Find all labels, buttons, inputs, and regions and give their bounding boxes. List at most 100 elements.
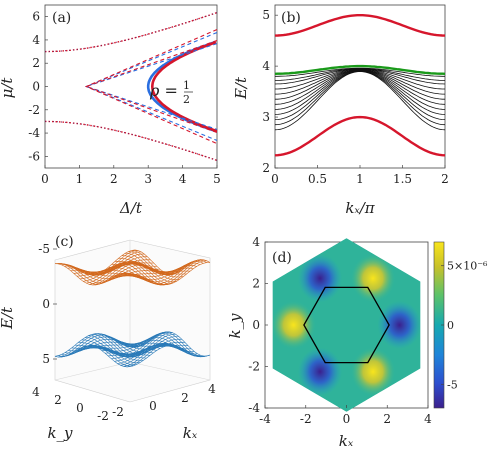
- panel-b-ylabel: E/t: [232, 76, 250, 100]
- d-extremum-0: [377, 301, 421, 349]
- a-dotted-curve-1: [45, 120, 217, 162]
- c-mesh-line: [134, 249, 211, 275]
- a-xtick-label: 5: [213, 172, 221, 186]
- b-bulk-band-6: [275, 69, 445, 100]
- cbar-tick-label: -5: [447, 378, 458, 391]
- a-ytick-label: 6: [32, 10, 40, 24]
- c-kx-tick-label: 4: [208, 382, 216, 396]
- panel-a-xlabel: Δ/t: [119, 199, 143, 217]
- a-xtick-label: 4: [179, 172, 187, 186]
- panel-b-frame: [274, 4, 446, 169]
- cbar-tick-label: 0: [447, 319, 454, 332]
- a-dashed-curve-0: [84, 43, 217, 130]
- c-ztick-label: 0: [42, 297, 50, 311]
- panel-d-xlabel: kₓ: [339, 432, 354, 450]
- c-surface-1: [54, 331, 211, 368]
- c-mesh-line: [120, 342, 201, 366]
- panel-c-floor-edge: [54, 361, 131, 381]
- panel-b-label: (b): [281, 10, 301, 26]
- c-ky-tick-label: 0: [76, 401, 84, 415]
- b-ytick-label: 3: [262, 110, 270, 124]
- c-mesh-line: [129, 345, 211, 367]
- d-extremum-3: [298, 254, 343, 303]
- a-xtick-label: 1: [76, 172, 84, 186]
- panel-d-label: (d): [272, 250, 292, 266]
- a-ytick-label: -2: [28, 103, 40, 117]
- b-ytick-label: 2: [262, 161, 270, 175]
- a-xtick-label: 3: [144, 172, 152, 186]
- c-ztick-label: -5: [38, 242, 50, 256]
- c-kx-tick-label: 2: [181, 391, 189, 405]
- panel-a-ylabel: μ/t: [0, 77, 16, 99]
- c-kx-tick-label: 0: [149, 399, 157, 413]
- b-ytick-label: 4: [262, 59, 270, 73]
- d-xtick-label: 4: [424, 412, 432, 426]
- a-ytick-label: 2: [32, 56, 40, 70]
- a-xtick-label: 0: [41, 172, 49, 186]
- panel-d: -4 -2 0 2 4 -4 -2 0 2 4 (d) kₓ k_y 5×10⁻⁶ 0 -5: [226, 235, 488, 450]
- d-ytick-label: -4: [248, 401, 260, 415]
- c-mesh-line: [120, 259, 201, 284]
- a-ytick-label: 4: [32, 33, 40, 47]
- d-ytick-label: 4: [252, 235, 260, 249]
- b-xtick-label: 2: [441, 172, 449, 186]
- a-ytick-label: -4: [28, 126, 40, 140]
- a-dashed-curve-3: [84, 28, 217, 145]
- c-mesh-line: [134, 331, 211, 357]
- d-xtick-label: 2: [383, 412, 391, 426]
- d-xtick-label: 0: [343, 412, 351, 426]
- d-extremum-1: [272, 301, 316, 349]
- b-ytick-label: 5: [262, 8, 270, 22]
- c-kx-tick-label: -2: [112, 405, 124, 419]
- c-ky-tick-label: -2: [97, 409, 109, 423]
- d-brillouin-zone: [303, 286, 390, 364]
- panel-c-xlabel: kₓ: [183, 424, 198, 442]
- d-extremum-5: [298, 347, 343, 396]
- panel-c-zlabel: E/t: [0, 306, 16, 330]
- d-ytick-label: -2: [248, 360, 260, 374]
- b-xtick-label: 1: [356, 172, 364, 186]
- c-ky-tick-label: 2: [54, 393, 62, 407]
- b-green-band: [275, 64, 445, 75]
- c-mesh-line: [123, 343, 204, 367]
- d-extremum-2: [350, 254, 395, 303]
- panel-b: 0 0.5 1 1.5 2 2 3 4 5 (b) kₓ/π E/t: [232, 4, 449, 217]
- a-ytick-label: 0: [32, 80, 40, 94]
- panel-c-label: (c): [55, 234, 74, 250]
- c-ky-tick-label: 4: [32, 385, 40, 399]
- c-surface-0: [54, 249, 211, 286]
- c-mesh-line: [126, 343, 207, 368]
- d-ytick-label: 0: [252, 318, 260, 332]
- b-bulk-band-3: [275, 70, 445, 115]
- d-heatmap: [272, 238, 421, 412]
- d-xtick-label: -4: [259, 412, 271, 426]
- panel-a-label: (a): [52, 10, 71, 26]
- c-mesh-line: [131, 250, 207, 276]
- d-extremum-4: [350, 347, 395, 396]
- c-mesh-line: [129, 262, 211, 285]
- panel-a-frame: [44, 4, 218, 169]
- panel-c-ylabel: k_y: [47, 424, 73, 442]
- panel-b-xlabel: kₓ/π: [345, 199, 375, 217]
- panel-c-floor-edge-2: [129, 361, 211, 381]
- a-solid-red-curve: [150, 41, 217, 133]
- c-ztick-label: 5: [42, 352, 50, 366]
- a-dotted-curve-overlay-1: [45, 120, 217, 161]
- b-xtick-label: 0.5: [308, 172, 327, 186]
- a-dotted-curve-overlay-0: [45, 12, 217, 53]
- b-bulk-band-0: [275, 71, 445, 131]
- b-xtick-label: 1.5: [393, 172, 412, 186]
- panel-d-ylabel: k_y: [226, 313, 244, 339]
- b-xtick-label: 0: [271, 172, 279, 186]
- b-red-band-0: [275, 14, 445, 37]
- cbar-tick-label: 5×10⁻⁶: [447, 260, 488, 273]
- b-bulk-band-4: [275, 69, 445, 110]
- b-bulk-band-5: [275, 69, 445, 105]
- d-xtick-label: -2: [300, 412, 312, 426]
- a-ytick-label: -6: [28, 149, 40, 163]
- a-xtick-label: 2: [110, 172, 118, 186]
- d-ytick-label: 2: [252, 277, 260, 291]
